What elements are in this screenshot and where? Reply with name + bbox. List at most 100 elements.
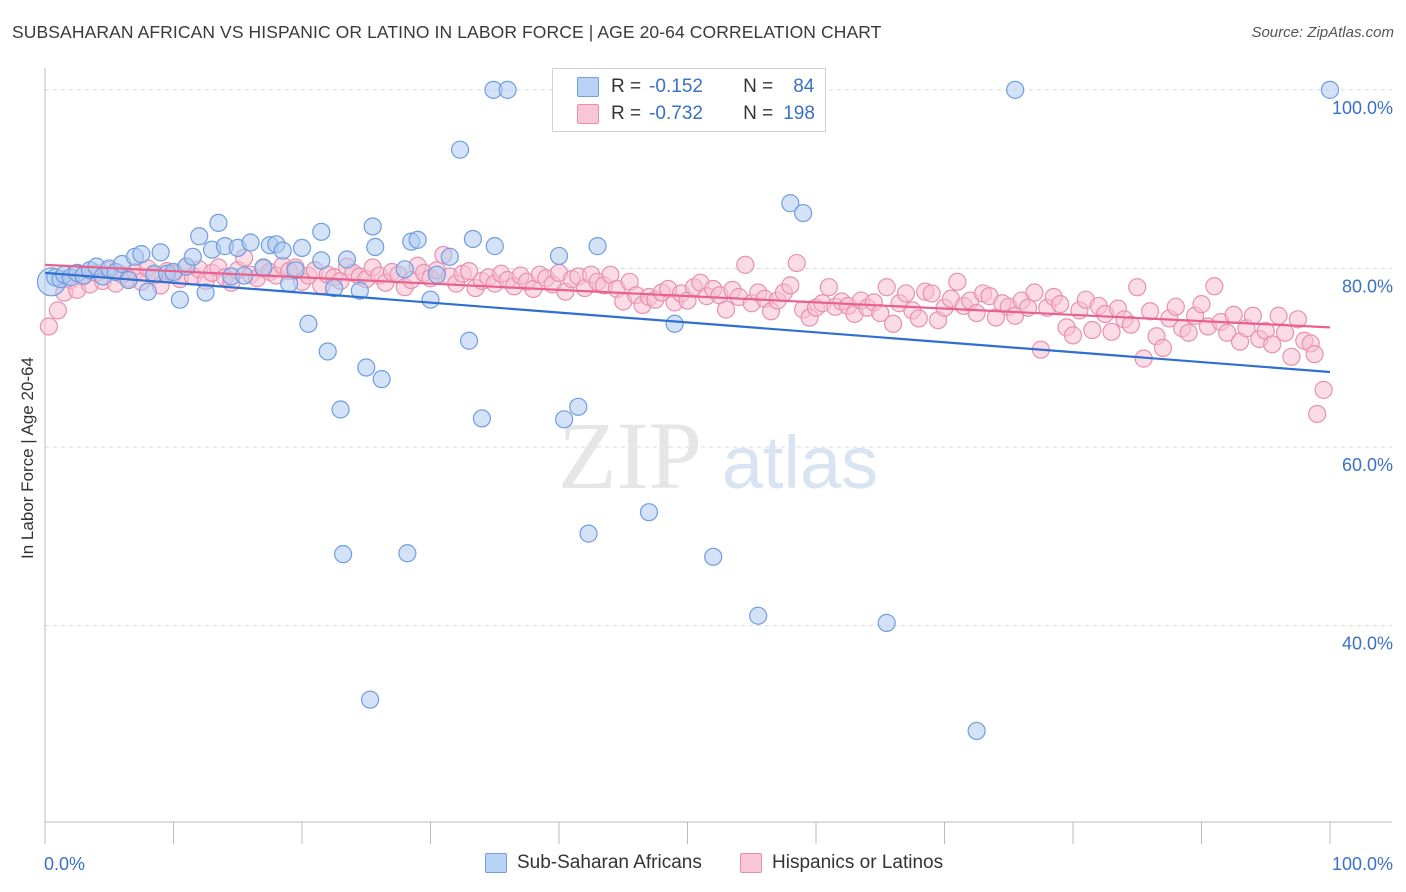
data-point [138, 282, 157, 301]
data-point [896, 284, 916, 303]
data-point [1305, 345, 1324, 364]
data-point [1006, 80, 1025, 99]
legend-swatch-pink [577, 104, 599, 124]
legend-swatch-blue [577, 77, 599, 97]
data-point [665, 314, 684, 333]
data-point [1243, 306, 1263, 325]
legend-n-label: N = [743, 103, 774, 124]
data-point [967, 303, 986, 323]
data-point [967, 721, 986, 741]
data-point [1140, 302, 1160, 321]
data-point [948, 272, 967, 291]
data-point [372, 370, 391, 389]
trend-lines [44, 263, 1331, 374]
data-point [1166, 297, 1185, 316]
legend-n-value: 198 [783, 103, 815, 124]
data-point [1083, 320, 1102, 340]
data-point [877, 278, 896, 297]
data-point [361, 690, 380, 709]
data-point [1308, 404, 1327, 424]
data-point [1063, 326, 1083, 345]
data-point [1051, 295, 1070, 314]
data-point [1153, 338, 1173, 357]
data-point [1224, 305, 1243, 324]
legend-item-label: Hispanics or Latinos [772, 852, 944, 873]
legend-n-label: N = [743, 76, 774, 97]
data-point [1275, 323, 1295, 342]
data-point [312, 222, 331, 241]
data-point [254, 258, 273, 277]
data-point [877, 613, 896, 632]
data-point [1282, 347, 1301, 366]
x-tick-label: 100.0% [1332, 854, 1393, 874]
data-point [350, 281, 369, 300]
y-tick-label: 100.0% [1332, 98, 1393, 118]
data-point [299, 314, 318, 333]
data-point [286, 261, 305, 280]
data-point [366, 237, 385, 257]
data-point [395, 260, 414, 279]
legend-item-subsaharan[interactable]: Sub-Saharan Africans [485, 852, 702, 874]
data-point [1218, 323, 1237, 342]
data-point [1269, 306, 1288, 325]
data-point [569, 397, 588, 416]
data-point [312, 251, 331, 270]
data-point [639, 503, 659, 522]
legend-r-label: R = [611, 103, 642, 124]
gridlines [45, 89, 1392, 627]
data-point [716, 300, 736, 319]
data-point [781, 276, 800, 295]
data-point [1128, 278, 1147, 297]
data-point [472, 409, 491, 428]
y-tick-label: 40.0% [1342, 634, 1393, 654]
data-point [357, 358, 376, 377]
data-point [1263, 335, 1282, 354]
data-point [170, 290, 190, 309]
data-point [1320, 80, 1340, 99]
legend-r-label: R = [611, 76, 642, 97]
legend-item-hispanic[interactable]: Hispanics or Latinos [740, 852, 943, 874]
data-point [190, 227, 209, 246]
data-point [132, 245, 151, 264]
data-point [408, 230, 427, 249]
legend-swatch-blue [485, 853, 507, 873]
data-point [48, 301, 67, 320]
data-point [1121, 315, 1140, 334]
series-legend: Sub-Saharan Africans Hispanics or Latino… [0, 852, 1406, 876]
data-point [337, 250, 357, 269]
data-point [1288, 310, 1307, 329]
data-point [1192, 295, 1211, 314]
data-point [273, 241, 292, 260]
watermark: ZIP atlas [558, 402, 878, 509]
data-point [421, 290, 440, 309]
legend-r-value: -0.152 [649, 76, 703, 97]
chart-title: SUBSAHARAN AFRICAN VS HISPANIC OR LATINO… [12, 22, 882, 42]
data-point [463, 229, 483, 249]
legend-r-value: -0.732 [649, 103, 703, 124]
data-point [794, 203, 813, 223]
data-point [440, 247, 459, 266]
data-point [398, 544, 417, 563]
legend-row-subsaharan: R = -0.152 N = 84 [577, 74, 814, 100]
data-point [183, 247, 202, 266]
subsaharan-points [36, 80, 1340, 741]
data-point [1102, 322, 1121, 341]
hispanic-trend-line [44, 263, 1331, 329]
stats-legend: R = -0.152 N = 84 R = -0.732 N = 198 [552, 68, 826, 132]
x-tick-label: 0.0% [44, 854, 85, 874]
data-point [1179, 323, 1198, 342]
watermark-zip: ZIP [558, 402, 702, 509]
data-point [459, 331, 479, 350]
data-point [450, 140, 470, 159]
data-point [883, 314, 903, 333]
legend-row-hispanic: R = -0.732 N = 198 [577, 101, 815, 127]
data-point [363, 217, 382, 236]
data-point [241, 233, 260, 252]
source-label: Source: ZipAtlas.com [1251, 24, 1394, 41]
data-point [151, 243, 170, 262]
data-point [196, 283, 215, 302]
watermark-atlas: atlas [722, 421, 878, 504]
data-point [498, 80, 517, 99]
data-point [1314, 380, 1333, 399]
data-point [555, 410, 574, 429]
